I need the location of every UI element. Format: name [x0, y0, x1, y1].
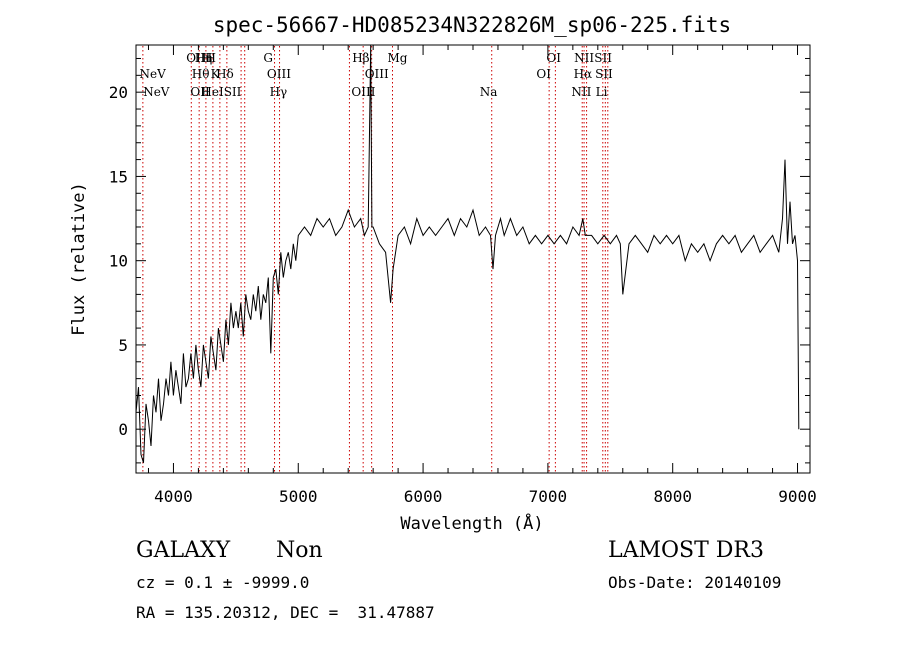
line-label: OI: [546, 51, 561, 65]
y-tick-label: 20: [109, 83, 128, 102]
x-axis-label: Wavelength (Å): [400, 512, 543, 534]
line-label: Hη: [195, 51, 213, 65]
line-marker-group: [142, 46, 609, 472]
line-label: NeV: [140, 67, 167, 81]
chart-title: spec-56667-HD085234N322826M_sp06-225.fit…: [213, 13, 731, 37]
line-label: OIIH: [186, 51, 216, 65]
line-label: SII: [224, 85, 242, 99]
line-label: Mg: [388, 51, 408, 65]
x-tick-label: 6000: [404, 487, 443, 506]
line-label: Na: [480, 85, 498, 99]
line-label: H: [202, 51, 212, 65]
line-label: OII: [190, 85, 210, 99]
x-tick-label: 9000: [778, 487, 817, 506]
ra-dec-value: RA = 135.20312, DEC = 31.47887: [136, 603, 435, 622]
y-axis-label: Flux (relative): [69, 182, 89, 336]
line-label: Hγ: [270, 85, 288, 99]
line-label: Hθ: [192, 67, 210, 81]
line-label: SII: [594, 51, 612, 65]
x-tick-label: 4000: [154, 487, 193, 506]
plot-frame: [135, 44, 811, 474]
line-label: K: [211, 67, 221, 81]
y-tick-label: 0: [118, 420, 128, 439]
line-label: OIII: [365, 67, 389, 81]
x-tick-label: 5000: [279, 487, 318, 506]
x-tick-label: 8000: [653, 487, 692, 506]
x-tick-label: 7000: [529, 487, 568, 506]
object-type: GALAXY: [136, 538, 231, 563]
object-subclass: Non: [276, 538, 323, 563]
line-label: NII: [574, 51, 594, 65]
line-label: Hδ: [216, 67, 234, 81]
spectrum-line: [135, 44, 800, 464]
x-axis: 4000 5000 6000 7000 8000 9000: [147, 45, 817, 506]
line-label: Hβ: [352, 51, 369, 65]
line-label: HeI: [201, 85, 224, 99]
survey-name: LAMOST DR3: [608, 538, 764, 563]
line-label: OI: [536, 67, 551, 81]
observation-date: Obs-Date: 20140109: [608, 573, 782, 592]
line-label: G: [263, 51, 273, 65]
y-axis: 0 5 10 15 20: [109, 57, 810, 464]
y-tick-label: 5: [118, 336, 128, 355]
redshift-value: cz = 0.1 ± -9999.0: [136, 573, 310, 592]
line-label: Hα: [574, 67, 593, 81]
y-tick-label: 10: [109, 252, 128, 271]
line-label: NII: [571, 85, 591, 99]
line-label: OIII: [267, 67, 291, 81]
line-label: Li: [596, 85, 608, 99]
y-tick-label: 15: [109, 167, 128, 186]
line-label: SII: [595, 67, 613, 81]
line-label: OIII: [351, 85, 375, 99]
line-label: NeV: [143, 85, 170, 99]
